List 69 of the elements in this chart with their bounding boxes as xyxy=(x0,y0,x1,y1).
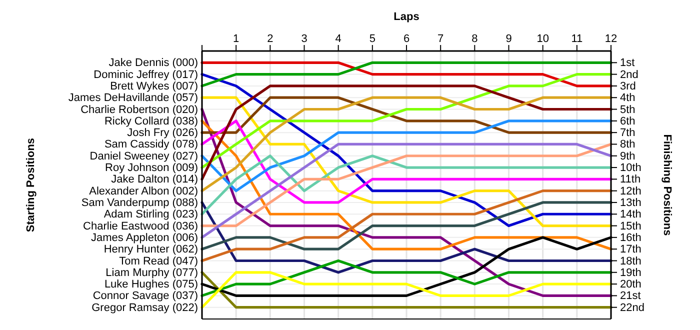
text: Starting Positions xyxy=(25,138,37,232)
line-series xyxy=(200,259,612,297)
series-label: Dominic Jeffrey (017) xyxy=(94,68,198,81)
x-tick-label: 8 xyxy=(472,33,478,45)
series-label: Connor Savage (037) xyxy=(92,290,198,302)
y2-tick-label: 19th xyxy=(620,266,642,279)
series-label: Tom Read (047) xyxy=(119,255,198,268)
series-label: Luke Hughes (075) xyxy=(104,278,198,291)
series-label: James Appleton (006) xyxy=(90,232,198,244)
series-label: Brett Wykes (007) xyxy=(110,80,198,92)
y2-tick-label: 10th xyxy=(620,162,642,174)
y2-tick-label: 22nd xyxy=(620,302,644,314)
y2-tick-label: 16th xyxy=(620,232,642,244)
series-label: Henry Hunter (062) xyxy=(104,244,198,256)
line-series xyxy=(200,73,612,169)
x-tick-label: 12 xyxy=(604,33,618,45)
series-label: Alexander Albon (002) xyxy=(89,185,198,198)
series-label: Adam Stirling (023) xyxy=(104,208,198,221)
y2-tick-label: 17th xyxy=(620,244,642,256)
y2-tick-label: 9th xyxy=(620,150,636,162)
y2-tick-label: 12th xyxy=(620,185,642,198)
line-series xyxy=(200,96,612,134)
y2-tick-label: 6th xyxy=(620,115,636,128)
x-tick-label: 2 xyxy=(267,33,274,45)
y2-tick-label: 21st xyxy=(620,290,641,302)
line-series xyxy=(200,96,612,192)
x-tick-label: 5 xyxy=(369,33,376,45)
y2-tick-label: 15th xyxy=(620,220,642,232)
y2-tick-label: 20th xyxy=(620,278,642,291)
y2-tick-label: 14th xyxy=(620,208,642,221)
y2-tick-label: 7th xyxy=(620,127,636,140)
series-label: Daniel Sweeney (027) xyxy=(90,150,198,162)
line-series xyxy=(200,84,612,180)
series-label: Jake Dalton (014) xyxy=(111,174,198,186)
x-tick-label: 1 xyxy=(233,33,240,45)
series-label: Sam Vanderpump (088) xyxy=(81,197,198,209)
line-series xyxy=(200,190,612,262)
series-label: Roy Johnson (009) xyxy=(105,162,198,174)
y2-tick-label: 1st xyxy=(620,57,635,70)
series-label: James DeHavillande (057) xyxy=(68,92,198,104)
series-label: Ricky Collard (038) xyxy=(104,115,198,128)
line-series xyxy=(200,201,612,250)
x-tick-label: 7 xyxy=(438,33,444,45)
series-label: Liam Murphy (077) xyxy=(106,266,198,279)
x-tick-label: 3 xyxy=(301,33,308,45)
x-tick-label: 6 xyxy=(403,33,410,45)
series-label: Sam Cassidy (078) xyxy=(104,138,198,151)
x-tick-label: 4 xyxy=(335,33,342,45)
series-label: Jake Dennis (000) xyxy=(108,57,198,70)
y2-tick-label: 3rd xyxy=(620,80,636,92)
y2-axis-title: Finishing Positions xyxy=(661,134,673,236)
y2-tick-label: 11th xyxy=(620,174,641,186)
line-series xyxy=(200,120,612,250)
line-series xyxy=(200,154,612,216)
y2-tick-label: 13th xyxy=(620,197,642,209)
series-label: Gregor Ramsay (022) xyxy=(92,302,198,314)
x-tick-label: 10 xyxy=(536,33,549,45)
series-label: Charlie Robertson (020) xyxy=(80,104,198,116)
x-tick-label: 11 xyxy=(571,33,583,45)
series-label: Josh Fry (026) xyxy=(127,127,198,140)
line-series xyxy=(200,201,612,274)
y2-tick-label: 8th xyxy=(620,138,636,151)
y2-tick-label: 4th xyxy=(620,92,636,104)
y2-tick-label: 2nd xyxy=(620,68,638,81)
y2-tick-label: 18th xyxy=(620,255,642,268)
x-tick-label: 9 xyxy=(506,33,512,45)
series-label: Charlie Eastwood (036) xyxy=(83,220,198,232)
x-axis-title: Laps xyxy=(394,11,420,23)
y2-tick-label: 5th xyxy=(620,104,636,116)
